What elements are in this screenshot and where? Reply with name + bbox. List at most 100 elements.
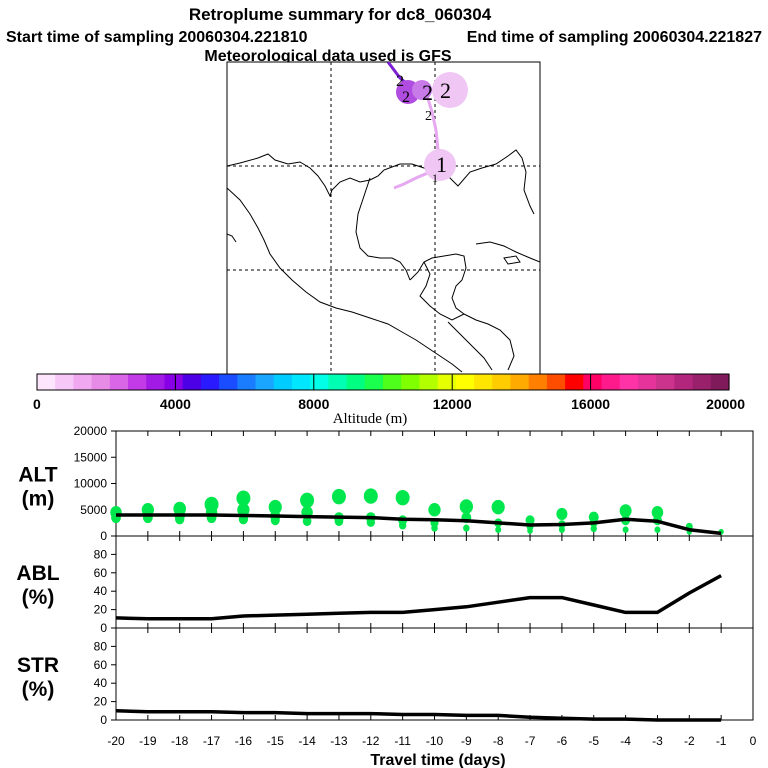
colorbar-swatch — [637, 374, 657, 390]
plume-marker — [412, 80, 432, 100]
altitude-point — [654, 526, 661, 533]
colorbar-swatch — [401, 374, 421, 390]
panel-ylabel: STR — [17, 654, 59, 677]
altitude-point — [236, 490, 251, 506]
colorbar-swatch — [474, 374, 493, 390]
altitude-point — [651, 506, 664, 519]
colorbar-swatch — [692, 374, 712, 390]
colorbar-swatch — [583, 374, 603, 390]
x-tick-label: -6 — [557, 734, 568, 748]
altitude-colorbar: 0 4000 8000 12000 16000 20000 — [33, 373, 745, 412]
y-tick-label: 5000 — [80, 503, 107, 517]
altitude-point — [527, 527, 533, 534]
x-tick-label: -10 — [426, 734, 444, 748]
colorbar-swatch — [219, 374, 238, 390]
colorbar-swatch — [492, 374, 512, 390]
colorbar-swatch — [601, 374, 621, 390]
map-label: 1 — [432, 171, 438, 185]
colorbar-swatch — [546, 374, 566, 390]
map-label: 2 — [422, 80, 433, 105]
colorbar-swatch — [109, 374, 129, 390]
y-tick-label: 60 — [94, 658, 108, 672]
panel-ylabel: ALT — [18, 464, 57, 487]
altitude-point — [334, 516, 344, 527]
altitude-point — [491, 499, 505, 515]
end-time-label: End time of sampling 20060304.221827 — [467, 29, 762, 46]
colorbar-swatch — [510, 374, 530, 390]
altitude-point — [558, 526, 565, 533]
y-tick-label: 20000 — [74, 424, 108, 438]
y-tick-label: 0 — [100, 713, 107, 727]
x-tick-label: -13 — [330, 734, 348, 748]
map-panel: 2 2 2 2 2 1 1 — [226, 61, 541, 375]
x-tick-label: -14 — [298, 734, 316, 748]
time-series-panels: 05000100001500020000ALT(m)020406080ABL(%… — [16, 424, 756, 748]
colorbar-swatch — [656, 374, 675, 390]
colorbar-swatch — [37, 374, 56, 390]
y-tick-label: 40 — [94, 676, 108, 690]
x-tick-label: -7 — [525, 734, 536, 748]
x-tick-label: -17 — [203, 734, 221, 748]
colorbar-swatch — [455, 374, 475, 390]
colorbar-swatch — [328, 374, 348, 390]
altitude-point — [590, 525, 597, 533]
panel-alt: 0 5000 10000 15000 20000 ALT(m) — [18, 424, 754, 543]
colorbar-swatch — [528, 374, 548, 390]
x-tick-label: -16 — [235, 734, 253, 748]
y-tick-label: 0 — [100, 621, 107, 635]
colorbar-tick-label: 8000 — [298, 396, 329, 412]
x-tick-label: 0 — [750, 734, 757, 748]
y-tick-label: 15000 — [74, 450, 108, 464]
x-tick-label: -3 — [652, 734, 663, 748]
plume-marker — [424, 149, 456, 181]
colorbar-swatch — [565, 374, 584, 390]
colorbar-swatch — [146, 374, 166, 390]
x-tick-label: -1 — [716, 734, 727, 748]
map-label: 2 — [402, 89, 410, 106]
altitude-point — [459, 499, 474, 514]
altitude-point — [300, 492, 315, 508]
altitude-point — [366, 517, 375, 527]
x-tick-label: -4 — [620, 734, 631, 748]
colorbar-tick-label: 16000 — [571, 396, 610, 412]
altitude-point — [428, 502, 441, 517]
trajectory-layer: 2 2 2 2 2 1 1 — [386, 62, 468, 190]
altitude-point — [398, 521, 407, 530]
altitude-point — [395, 489, 410, 506]
map-label: 1 — [436, 152, 447, 177]
altitude-point — [556, 507, 568, 520]
panel-ylabel-unit: (%) — [22, 586, 55, 609]
altitude-point — [431, 524, 438, 532]
colorbar-tick-label: 0 — [33, 396, 41, 412]
colorbar-swatch — [200, 374, 220, 390]
colorbar-swatch — [237, 374, 257, 390]
colorbar-tick-label: 12000 — [433, 396, 472, 412]
x-tick-label: -2 — [684, 734, 695, 748]
map-frame — [226, 61, 541, 375]
x-tick-label: -18 — [171, 734, 189, 748]
panel-frame — [115, 627, 754, 721]
abl-series-line — [115, 574, 722, 621]
colorbar-swatch — [364, 374, 384, 390]
colorbar-swatch — [383, 374, 402, 390]
colorbar-swatch — [91, 374, 111, 390]
str-series-line — [115, 709, 722, 722]
altitude-point — [141, 502, 155, 517]
colorbar-swatch — [182, 374, 202, 390]
colorbar-swatch — [419, 374, 439, 390]
altitude-point — [622, 526, 629, 533]
colorbar-swatch — [710, 374, 730, 390]
panel-frame — [115, 535, 754, 629]
map-label: 2 — [425, 109, 432, 124]
colorbar-swatch — [310, 374, 329, 390]
x-tick-label: -15 — [267, 734, 285, 748]
altitude-point — [268, 499, 282, 515]
altitude-point — [302, 516, 312, 527]
colorbar-title: Altitude (m) — [333, 411, 408, 427]
panel-ylabel: ABL — [16, 562, 59, 585]
start-time-label: Start time of sampling 20060304.221810 — [6, 29, 308, 46]
y-tick-label: 40 — [94, 584, 108, 598]
colorbar-swatch — [273, 374, 293, 390]
altitude-point — [525, 515, 535, 526]
